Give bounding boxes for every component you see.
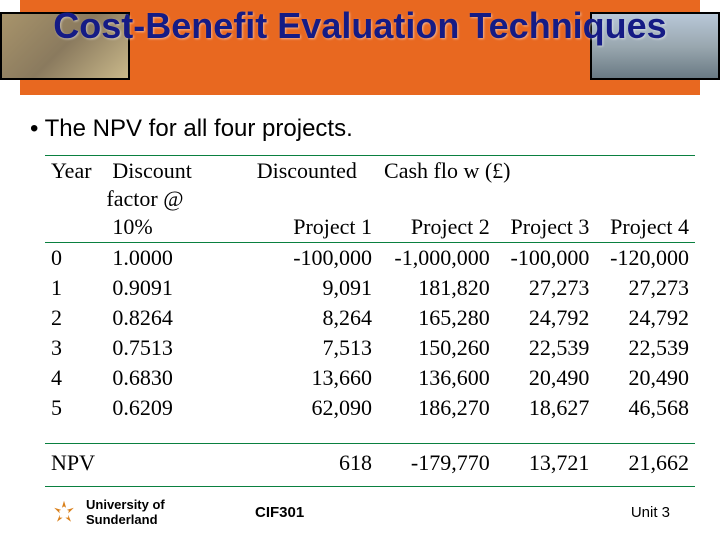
col-discount-header-l2: factor @: [106, 186, 206, 212]
footer-left: University of Sunderland: [50, 497, 165, 528]
table-header-row-3: 10% Project 1 Project 2 Project 3 Projec…: [45, 212, 695, 243]
table-row: 3 0.7513 7,513 150,260 22,539 22,539: [45, 333, 695, 363]
col-p3-header: Project 3: [496, 212, 596, 243]
col-p1-header: Project 1: [207, 212, 378, 243]
spacer: [45, 423, 695, 443]
university-name: University of Sunderland: [86, 497, 165, 528]
npv-table: Year Discount Discounted Cash flo w (£) …: [45, 155, 695, 487]
slide-title: Cost-Benefit Evaluation Techniques: [0, 5, 720, 46]
table-npv-row: NPV 618 -179,770 13,721 21,662: [45, 443, 695, 486]
slide-header: Cost-Benefit Evaluation Techniques: [0, 0, 720, 95]
col-p4-header: Project 4: [595, 212, 695, 243]
table-row: 1 0.9091 9,091 181,820 27,273 27,273: [45, 273, 695, 303]
col-p2-header: Project 2: [378, 212, 496, 243]
col-discount-header-l1: Discount: [106, 156, 206, 187]
table-header-row-2: factor @: [45, 186, 695, 212]
course-code: CIF301: [255, 504, 304, 521]
table-row: 0 1.0000 -100,000 -1,000,000 -100,000 -1…: [45, 243, 695, 274]
table-row: 2 0.8264 8,264 165,280 24,792 24,792: [45, 303, 695, 333]
university-logo-icon: [50, 498, 78, 526]
bullet-text: The NPV for all four projects.: [30, 115, 353, 143]
table-header-row-1: Year Discount Discounted Cash flo w (£): [45, 156, 695, 187]
table-row: 5 0.6209 62,090 186,270 18,627 46,568: [45, 393, 695, 423]
col-year-header: Year: [45, 156, 106, 187]
col-cashflow-header: Cash flo w (£): [378, 156, 695, 187]
col-discounted-header: Discounted: [207, 156, 378, 187]
slide-footer: University of Sunderland CIF301 Unit 3: [0, 497, 720, 528]
table-row: 4 0.6830 13,660 136,600 20,490 20,490: [45, 363, 695, 393]
col-discount-header-l3: 10%: [106, 212, 206, 243]
unit-label: Unit 3: [631, 504, 670, 521]
